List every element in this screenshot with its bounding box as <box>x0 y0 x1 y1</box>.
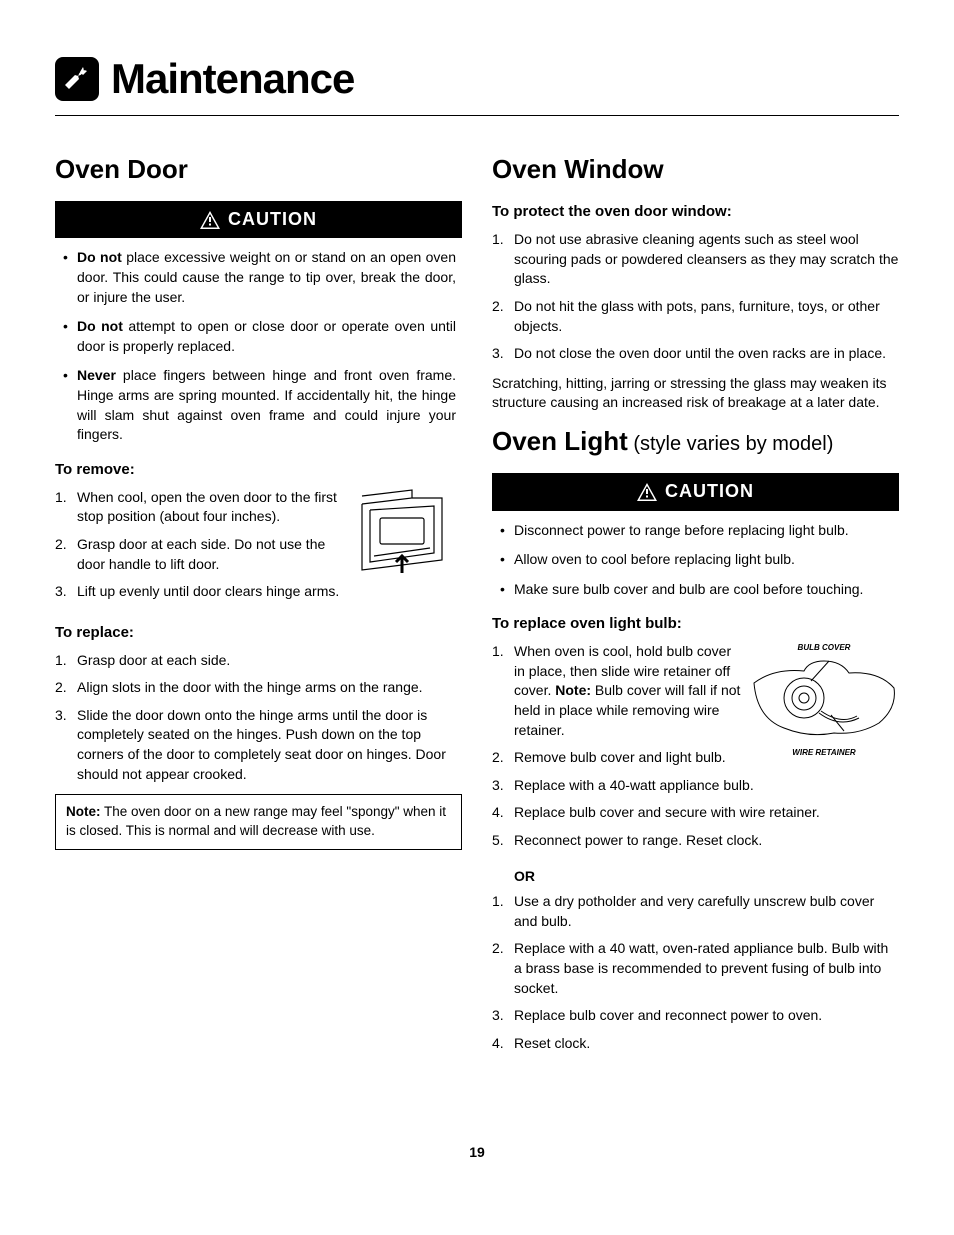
list-item: Lift up evenly until door clears hinge a… <box>55 582 462 602</box>
heading-text: Oven Light <box>492 426 628 456</box>
wrench-icon <box>55 57 99 101</box>
body-text: place fingers between hinge and front ov… <box>77 367 456 442</box>
bulb-steps-b: Use a dry potholder and very carefully u… <box>492 892 899 1053</box>
to-replace-heading: To replace: <box>55 622 462 643</box>
caution-banner: CAUTION <box>492 473 899 510</box>
oven-door-caution-list: Do not place excessive weight on or stan… <box>55 248 462 444</box>
list-item: Grasp door at each side. <box>55 651 462 671</box>
page-number: 19 <box>55 1143 899 1163</box>
body-text: The oven door on a new range may feel "s… <box>66 804 446 838</box>
body-text: Reconnect power to range. Reset clock. <box>514 832 762 848</box>
list-item: When cool, open the oven door to the fir… <box>55 488 462 527</box>
list-item: Replace with a 40 watt, oven-rated appli… <box>492 939 899 998</box>
list-item: Do not close the oven door until the ove… <box>492 344 899 364</box>
to-remove-heading: To remove: <box>55 459 462 480</box>
bold-text: Do not <box>77 249 122 265</box>
body-text: place excessive weight on or stand on an… <box>77 249 456 304</box>
warning-icon <box>637 483 657 501</box>
list-item: Do not hit the glass with pots, pans, fu… <box>492 297 899 336</box>
remove-steps: When cool, open the oven door to the fir… <box>55 488 462 602</box>
page-title: Maintenance <box>111 50 354 109</box>
bold-text: Note: <box>66 804 101 819</box>
body-text: Remove bulb cover and light bulb. <box>514 749 726 765</box>
replace-bulb-heading: To replace oven light bulb: <box>492 613 899 634</box>
caution-banner: CAUTION <box>55 201 462 238</box>
caution-label: CAUTION <box>228 207 317 232</box>
list-item: Use a dry potholder and very carefully u… <box>492 892 899 931</box>
list-item: Do not attempt to open or close door or … <box>61 317 456 356</box>
oven-door-heading: Oven Door <box>55 151 462 187</box>
warning-icon <box>200 211 220 229</box>
list-item: Reset clock. <box>492 1034 899 1054</box>
list-item: Reconnect power to range. Reset clock. <box>492 831 899 851</box>
note-box: Note: The oven door on a new range may f… <box>55 794 462 850</box>
oven-window-heading: Oven Window <box>492 151 899 187</box>
list-item: Replace bulb cover and reconnect power t… <box>492 1006 899 1026</box>
list-item: Slide the door down onto the hinge arms … <box>55 706 462 784</box>
list-item: Replace bulb cover and secure with wire … <box>492 803 899 823</box>
bold-text: Never <box>77 367 116 383</box>
bold-text: Note: <box>555 682 591 698</box>
list-item: Allow oven to cool before replacing ligh… <box>498 550 893 570</box>
content-columns: Oven Door CAUTION Do not place excessive… <box>55 151 899 1064</box>
heading-subtext: (style varies by model) <box>628 433 834 455</box>
list-item: Remove bulb cover and light bulb. <box>492 748 899 768</box>
window-footer-text: Scratching, hitting, jarring or stressin… <box>492 374 899 413</box>
body-text: Replace with a 40-watt appliance bulb. <box>514 777 754 793</box>
list-item: When oven is cool, hold bulb cover in pl… <box>492 642 899 740</box>
list-item: Grasp door at each side. Do not use the … <box>55 535 462 574</box>
list-item: Make sure bulb cover and bulb are cool b… <box>498 580 893 600</box>
right-column: Oven Window To protect the oven door win… <box>492 151 899 1064</box>
replace-steps: Grasp door at each side. Align slots in … <box>55 651 462 785</box>
list-item: Replace with a 40-watt appliance bulb. <box>492 776 899 796</box>
page-header: Maintenance <box>55 50 899 116</box>
bold-text: Do not <box>77 318 123 334</box>
list-item: Disconnect power to range before replaci… <box>498 521 893 541</box>
list-item: Never place fingers between hinge and fr… <box>61 366 456 444</box>
or-label: OR <box>514 867 899 887</box>
caution-label: CAUTION <box>665 479 754 504</box>
list-item: Do not use abrasive cleaning agents such… <box>492 230 899 289</box>
body-text: attempt to open or close door or operate… <box>77 318 456 354</box>
list-item: Do not place excessive weight on or stan… <box>61 248 456 307</box>
body-text: Replace bulb cover and secure with wire … <box>514 804 820 820</box>
protect-window-steps: Do not use abrasive cleaning agents such… <box>492 230 899 364</box>
oven-light-heading: Oven Light (style varies by model) <box>492 423 899 459</box>
oven-light-caution-list: Disconnect power to range before replaci… <box>492 521 899 600</box>
list-item: Align slots in the door with the hinge a… <box>55 678 462 698</box>
protect-window-heading: To protect the oven door window: <box>492 201 899 222</box>
left-column: Oven Door CAUTION Do not place excessive… <box>55 151 462 1064</box>
